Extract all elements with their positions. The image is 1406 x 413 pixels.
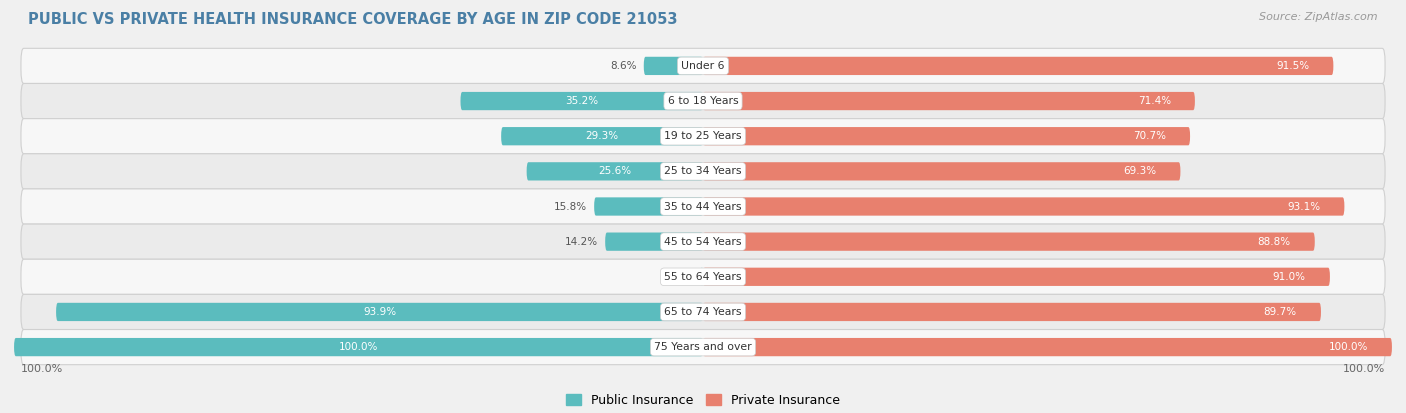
- FancyBboxPatch shape: [461, 92, 703, 110]
- FancyBboxPatch shape: [21, 119, 1385, 154]
- FancyBboxPatch shape: [501, 127, 703, 145]
- Text: 93.9%: 93.9%: [363, 307, 396, 317]
- FancyBboxPatch shape: [703, 268, 1330, 286]
- Text: 0.33%: 0.33%: [661, 272, 693, 282]
- FancyBboxPatch shape: [21, 189, 1385, 224]
- Text: 25.6%: 25.6%: [599, 166, 631, 176]
- FancyBboxPatch shape: [703, 233, 1315, 251]
- FancyBboxPatch shape: [703, 303, 1322, 321]
- Text: 70.7%: 70.7%: [1133, 131, 1166, 141]
- Legend: Public Insurance, Private Insurance: Public Insurance, Private Insurance: [561, 389, 845, 412]
- Text: Under 6: Under 6: [682, 61, 724, 71]
- Text: 29.3%: 29.3%: [585, 131, 619, 141]
- Text: 100.0%: 100.0%: [21, 364, 63, 374]
- FancyBboxPatch shape: [21, 48, 1385, 83]
- Text: 100.0%: 100.0%: [1329, 342, 1368, 352]
- Text: 8.6%: 8.6%: [610, 61, 637, 71]
- FancyBboxPatch shape: [21, 294, 1385, 330]
- Text: 91.0%: 91.0%: [1272, 272, 1306, 282]
- FancyBboxPatch shape: [14, 338, 703, 356]
- FancyBboxPatch shape: [21, 224, 1385, 259]
- FancyBboxPatch shape: [703, 162, 1181, 180]
- Text: 35.2%: 35.2%: [565, 96, 599, 106]
- FancyBboxPatch shape: [21, 330, 1385, 365]
- Text: 14.2%: 14.2%: [565, 237, 599, 247]
- Text: 100.0%: 100.0%: [1343, 364, 1385, 374]
- FancyBboxPatch shape: [56, 303, 703, 321]
- Text: 6 to 18 Years: 6 to 18 Years: [668, 96, 738, 106]
- Text: 65 to 74 Years: 65 to 74 Years: [664, 307, 742, 317]
- FancyBboxPatch shape: [644, 57, 703, 75]
- Text: 71.4%: 71.4%: [1137, 96, 1171, 106]
- Text: Source: ZipAtlas.com: Source: ZipAtlas.com: [1260, 12, 1378, 22]
- FancyBboxPatch shape: [700, 268, 703, 286]
- FancyBboxPatch shape: [703, 127, 1189, 145]
- FancyBboxPatch shape: [605, 233, 703, 251]
- Text: 25 to 34 Years: 25 to 34 Years: [664, 166, 742, 176]
- Text: 55 to 64 Years: 55 to 64 Years: [664, 272, 742, 282]
- Text: 45 to 54 Years: 45 to 54 Years: [664, 237, 742, 247]
- Text: 15.8%: 15.8%: [554, 202, 588, 211]
- Text: 89.7%: 89.7%: [1264, 307, 1296, 317]
- FancyBboxPatch shape: [21, 154, 1385, 189]
- Text: 69.3%: 69.3%: [1123, 166, 1156, 176]
- FancyBboxPatch shape: [595, 197, 703, 216]
- Text: 19 to 25 Years: 19 to 25 Years: [664, 131, 742, 141]
- Text: 100.0%: 100.0%: [339, 342, 378, 352]
- FancyBboxPatch shape: [703, 57, 1333, 75]
- Text: 91.5%: 91.5%: [1277, 61, 1309, 71]
- FancyBboxPatch shape: [527, 162, 703, 180]
- Text: PUBLIC VS PRIVATE HEALTH INSURANCE COVERAGE BY AGE IN ZIP CODE 21053: PUBLIC VS PRIVATE HEALTH INSURANCE COVER…: [28, 12, 678, 27]
- FancyBboxPatch shape: [703, 197, 1344, 216]
- FancyBboxPatch shape: [703, 338, 1392, 356]
- Text: 93.1%: 93.1%: [1286, 202, 1320, 211]
- FancyBboxPatch shape: [21, 259, 1385, 294]
- FancyBboxPatch shape: [21, 83, 1385, 119]
- FancyBboxPatch shape: [703, 92, 1195, 110]
- Text: 88.8%: 88.8%: [1257, 237, 1291, 247]
- Text: 35 to 44 Years: 35 to 44 Years: [664, 202, 742, 211]
- Text: 75 Years and over: 75 Years and over: [654, 342, 752, 352]
